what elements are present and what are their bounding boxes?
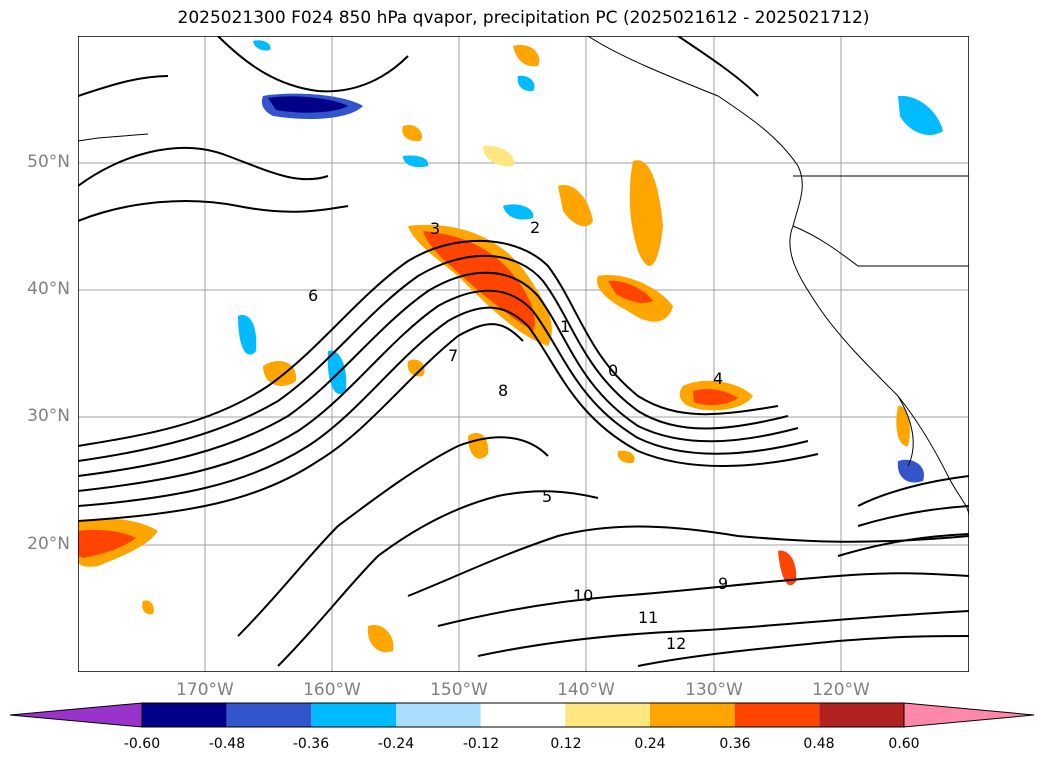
map-svg: 3 2 1 0 4 5 6 7 8 9 10 11 12 [78,36,969,672]
colorbar-tick-label: 0.60 [888,736,920,752]
contour-label: 2 [530,218,540,237]
contour-label: 5 [542,487,552,506]
contour-label: 7 [448,346,458,365]
contour-label: 9 [718,574,728,593]
lon-label-130w: 130°W [685,680,743,700]
colorbar-extend-low [10,702,143,728]
lat-label-20n: 20°N [27,534,70,554]
lat-label-40n: 40°N [27,279,70,299]
colorbar [10,700,1036,730]
lon-label-170w: 170°W [176,680,234,700]
colorbar-swatch [226,703,312,727]
lon-label-160w: 160°W [303,680,361,700]
contour-label: 4 [713,369,723,388]
lon-label-140w: 140°W [557,680,615,700]
colorbar-swatch [819,703,904,727]
map-title: 2025021300 F024 850 hPa qvapor, precipit… [177,8,870,28]
colorbar-swatch [734,703,820,727]
colorbar-swatch [650,703,735,727]
colorbar-swatch [311,703,396,727]
colorbar-svg [10,702,1035,728]
colorbar-tick-label: 0.36 [719,736,751,752]
colorbar-swatch [480,703,566,727]
lon-label-120w: 120°W [812,680,870,700]
qvapor-contours [78,36,969,667]
map-panel: 3 2 1 0 4 5 6 7 8 9 10 11 12 [78,36,969,672]
lat-label-50n: 50°N [27,152,70,172]
contour-label: 10 [573,586,593,605]
contour-label-group: 3 2 1 0 4 5 6 7 8 9 10 11 12 [308,218,728,653]
contour-label: 1 [560,317,570,336]
contour-label: 8 [498,381,508,400]
contour-label: 3 [430,219,440,238]
lon-label-150w: 150°W [430,680,488,700]
contour-label: 0 [608,361,618,380]
lat-label-30n: 30°N [27,406,70,426]
colorbar-outline [141,702,905,728]
colorbar-swatch [142,703,227,727]
coastlines [78,36,969,517]
colorbar-tick-label: -0.12 [462,736,500,752]
contour-label: 6 [308,286,318,305]
colorbar-swatch [565,703,650,727]
colorbar-tick-label: 0.24 [634,736,666,752]
colorbar-tick-label: -0.24 [377,736,415,752]
colorbar-tick-label: -0.48 [208,736,246,752]
colorbar-swatch [396,703,481,727]
colorbar-tick-label: 0.12 [550,736,582,752]
colorbar-tick-label: -0.36 [292,736,330,752]
contour-label: 12 [666,634,686,653]
colorbar-tick-label: 0.48 [803,736,835,752]
colorbar-tick-label: -0.60 [123,736,161,752]
colorbar-extend-high [903,702,1035,728]
contour-label: 11 [638,608,658,627]
